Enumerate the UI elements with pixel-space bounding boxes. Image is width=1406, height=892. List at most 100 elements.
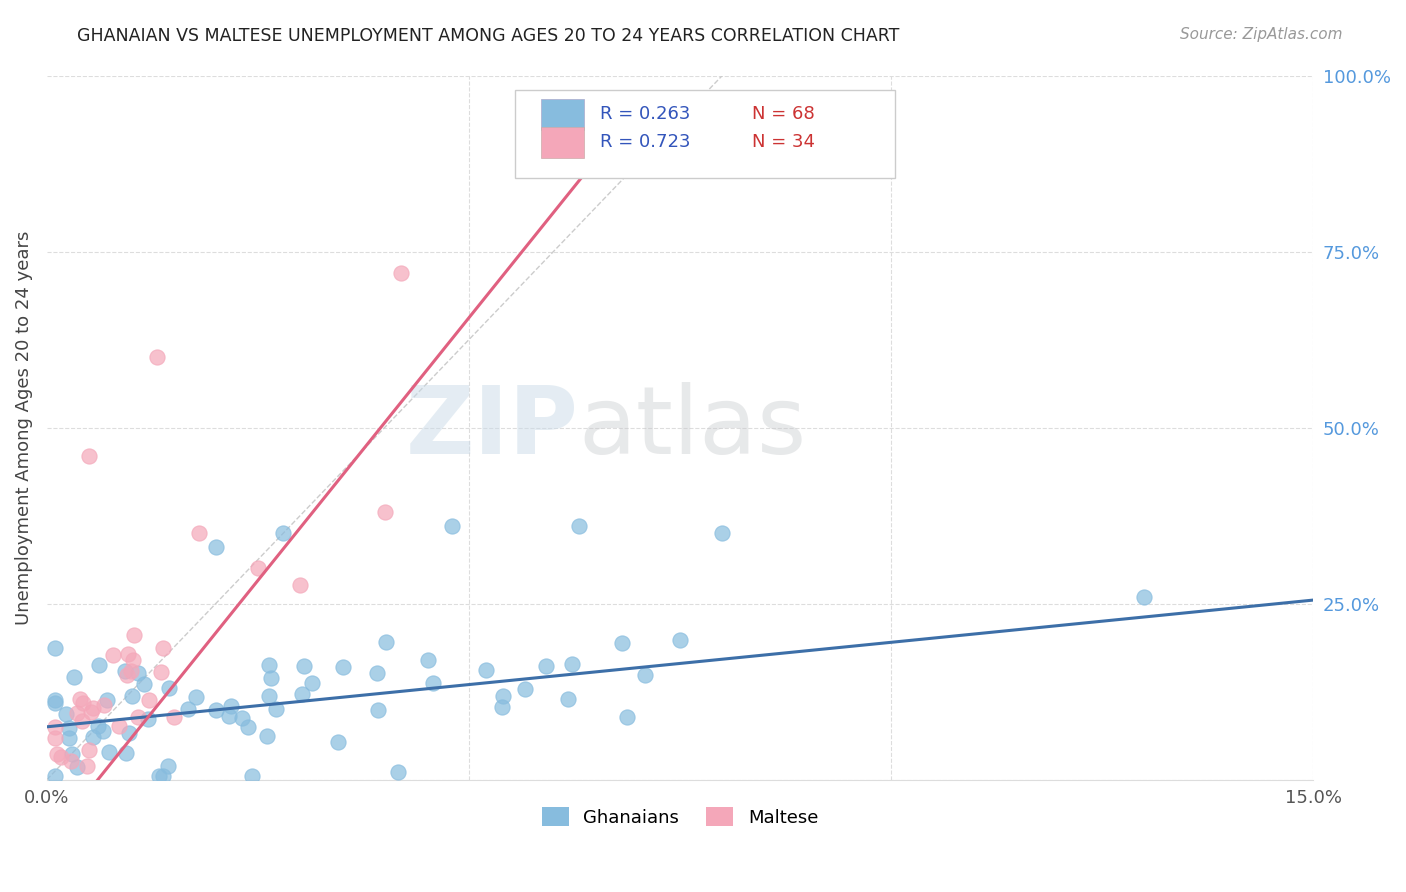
- Point: [60, 747, 83, 762]
- Legend: Ghanaians, Maltese: Ghanaians, Maltese: [534, 800, 825, 834]
- Point: [610, 636, 633, 650]
- Point: [127, 666, 149, 681]
- FancyBboxPatch shape: [541, 127, 583, 158]
- Point: [422, 676, 444, 690]
- Text: N = 34: N = 34: [752, 134, 815, 152]
- Text: N = 68: N = 68: [752, 105, 815, 123]
- Point: [332, 659, 354, 673]
- Point: [82, 731, 104, 745]
- Point: [288, 577, 311, 591]
- Point: [55, 707, 77, 722]
- Point: [136, 712, 159, 726]
- Point: [240, 769, 263, 783]
- Point: [46, 747, 69, 761]
- Point: [118, 725, 141, 739]
- Point: [127, 710, 149, 724]
- Point: [418, 652, 440, 666]
- Point: [122, 628, 145, 642]
- Point: [44, 731, 66, 745]
- Point: [513, 681, 536, 696]
- Point: [58, 731, 80, 746]
- Point: [115, 668, 138, 682]
- Point: [122, 653, 145, 667]
- Point: [669, 633, 692, 648]
- Point: [87, 658, 110, 673]
- Point: [96, 693, 118, 707]
- Text: GHANAIAN VS MALTESE UNEMPLOYMENT AMONG AGES 20 TO 24 YEARS CORRELATION CHART: GHANAIAN VS MALTESE UNEMPLOYMENT AMONG A…: [77, 27, 900, 45]
- Point: [1133, 590, 1156, 604]
- Point: [257, 658, 280, 673]
- Point: [152, 641, 174, 656]
- Point: [491, 699, 513, 714]
- Point: [58, 721, 80, 735]
- Point: [44, 640, 66, 655]
- Text: atlas: atlas: [579, 382, 807, 474]
- Point: [117, 647, 139, 661]
- Point: [82, 701, 104, 715]
- Point: [44, 769, 66, 783]
- Point: [114, 664, 136, 678]
- Point: [536, 658, 558, 673]
- Point: [219, 698, 242, 713]
- Point: [204, 541, 226, 555]
- FancyBboxPatch shape: [541, 99, 583, 129]
- Point: [264, 701, 287, 715]
- Point: [271, 526, 294, 541]
- Point: [101, 648, 124, 663]
- Point: [634, 668, 657, 682]
- Point: [326, 735, 349, 749]
- Text: R = 0.263: R = 0.263: [600, 105, 690, 123]
- Point: [374, 635, 396, 649]
- Point: [77, 743, 100, 757]
- Point: [163, 710, 186, 724]
- Text: Source: ZipAtlas.com: Source: ZipAtlas.com: [1180, 27, 1343, 42]
- Point: [257, 690, 280, 704]
- Point: [177, 702, 200, 716]
- Point: [218, 709, 240, 723]
- Point: [441, 519, 464, 533]
- Point: [65, 760, 87, 774]
- Y-axis label: Unemployment Among Ages 20 to 24 years: Unemployment Among Ages 20 to 24 years: [15, 230, 32, 624]
- Point: [557, 692, 579, 706]
- Point: [568, 519, 591, 533]
- Point: [492, 690, 515, 704]
- Point: [69, 691, 91, 706]
- Point: [616, 710, 638, 724]
- Point: [49, 749, 72, 764]
- Point: [97, 745, 120, 759]
- Point: [150, 665, 173, 679]
- Point: [132, 677, 155, 691]
- Point: [187, 526, 209, 541]
- Text: ZIP: ZIP: [406, 382, 579, 474]
- Point: [236, 720, 259, 734]
- Point: [366, 665, 388, 680]
- Point: [66, 706, 89, 720]
- Point: [76, 758, 98, 772]
- Point: [474, 663, 496, 677]
- Point: [231, 711, 253, 725]
- Point: [108, 719, 131, 733]
- Point: [152, 769, 174, 783]
- Point: [374, 505, 396, 519]
- Point: [205, 703, 228, 717]
- Point: [121, 689, 143, 703]
- Point: [157, 681, 180, 695]
- Point: [259, 671, 281, 685]
- Point: [157, 758, 180, 772]
- Point: [86, 719, 108, 733]
- Point: [93, 698, 115, 713]
- Point: [246, 561, 269, 575]
- Point: [301, 675, 323, 690]
- Point: [72, 714, 94, 728]
- Point: [77, 449, 100, 463]
- Point: [44, 693, 66, 707]
- Point: [367, 703, 389, 717]
- Point: [391, 266, 413, 280]
- Point: [561, 657, 583, 671]
- Point: [256, 729, 278, 743]
- Point: [91, 724, 114, 739]
- Point: [44, 720, 66, 734]
- Point: [148, 769, 170, 783]
- Point: [62, 670, 84, 684]
- Point: [59, 755, 82, 769]
